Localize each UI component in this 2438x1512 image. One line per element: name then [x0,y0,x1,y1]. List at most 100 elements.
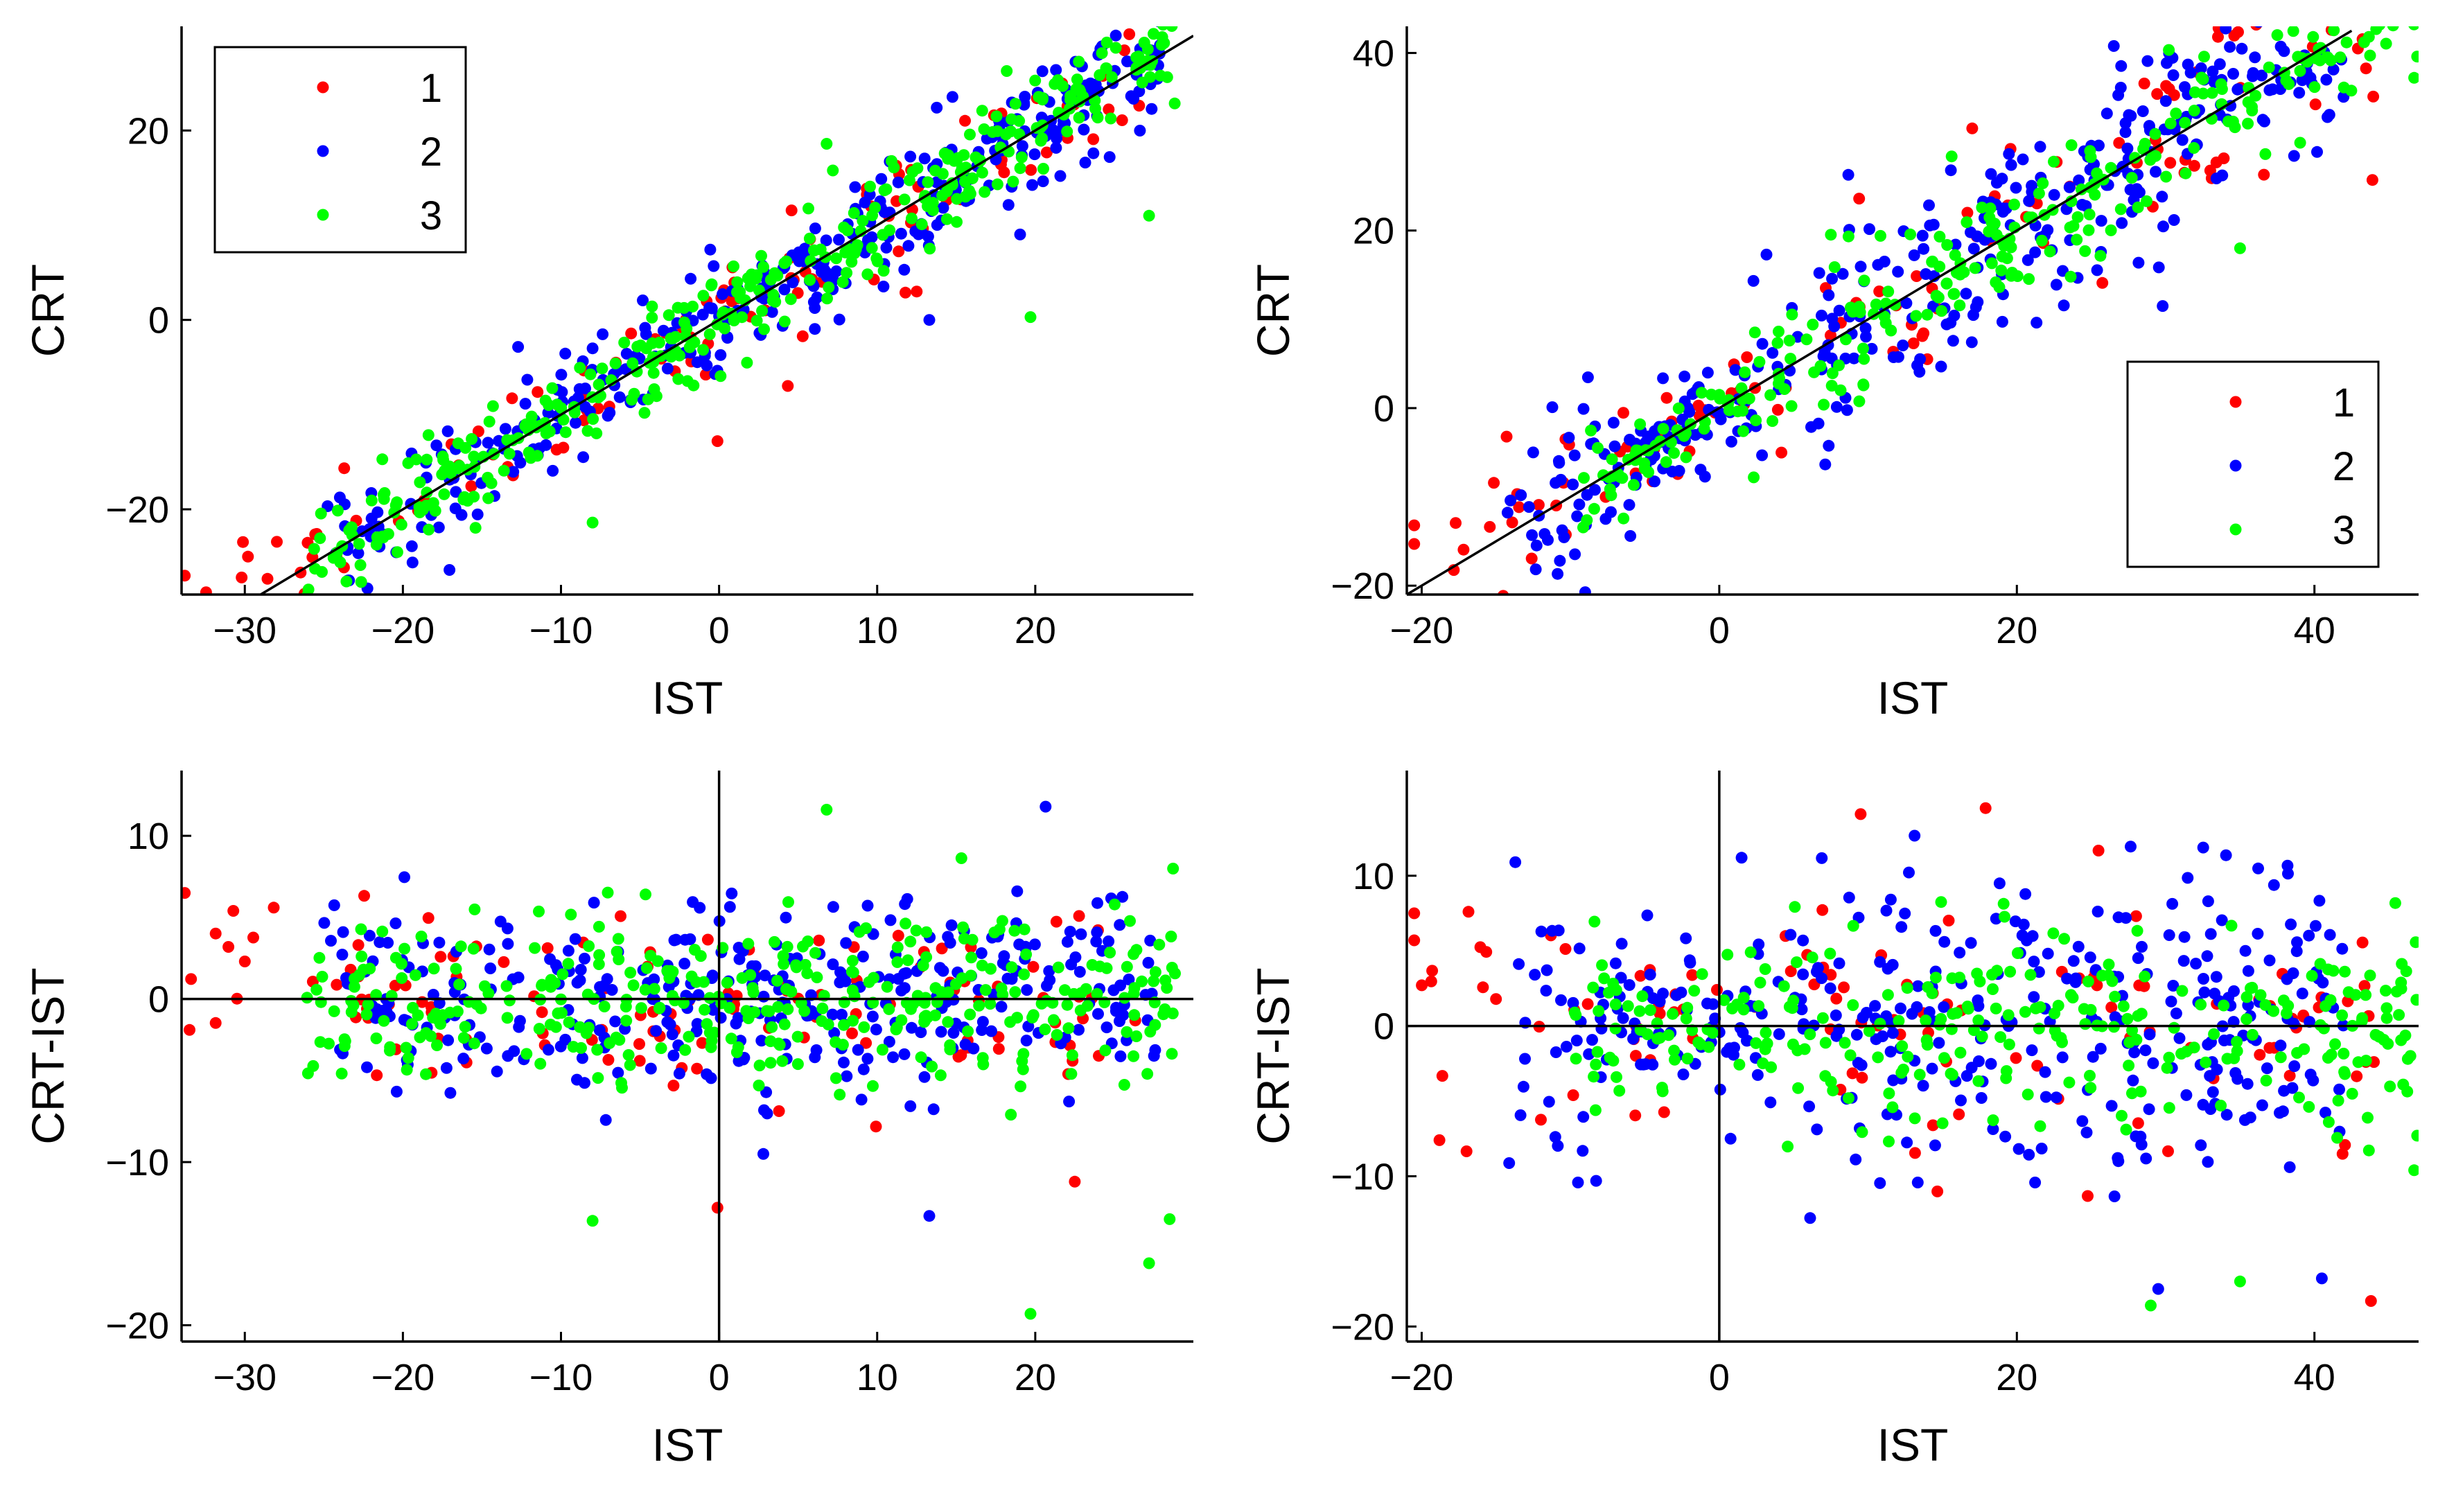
point-series-3 [1006,961,1018,974]
point-series-2 [1892,265,1904,278]
point-series-3 [453,459,466,472]
point-series-1 [352,939,365,951]
point-series-2 [406,556,419,569]
point-series-2 [2143,120,2155,132]
point-series-3 [2364,49,2376,62]
point-series-2 [1608,440,1621,452]
point-series-2 [2058,299,2070,312]
point-series-2 [1929,924,1942,937]
point-series-2 [1543,597,1554,609]
point-series-1 [2096,276,2109,289]
point-series-3 [425,1030,437,1042]
point-series-2 [1550,477,1562,489]
point-series-2 [2220,849,2232,861]
point-series-3 [663,972,676,984]
point-series-3 [1128,987,1140,1000]
point-series-2 [2039,1066,2051,1078]
point-series-3 [486,400,499,412]
point-series-2 [433,936,446,949]
point-series-2 [1916,229,1929,242]
point-series-1 [1484,520,1496,533]
point-series-3 [1158,37,1170,49]
point-series-3 [1933,231,1946,243]
point-series-3 [2260,1074,2272,1087]
point-series-2 [1100,1021,1113,1034]
point-series-3 [1590,1058,1602,1071]
point-series-2 [1935,360,1947,373]
point-series-2 [810,1044,823,1056]
point-series-2 [455,509,468,521]
point-series-3 [2052,999,2064,1012]
point-series-3 [2319,1000,2332,1012]
point-series-3 [1750,414,1762,427]
point-series-3 [878,184,891,197]
point-series-1 [236,571,248,583]
point-series-3 [2283,78,2295,90]
point-series-3 [1783,335,1796,346]
point-series-3 [976,959,988,972]
point-series-2 [780,911,792,924]
point-series-3 [391,496,403,509]
point-series-3 [1681,1001,1694,1014]
point-series-3 [884,224,896,236]
point-series-3 [1828,261,1841,273]
point-series-3 [1754,976,1766,989]
point-series-2 [1811,965,1823,978]
point-series-2 [2224,41,2236,53]
point-series-3 [598,1001,611,1012]
point-series-3 [2322,1116,2335,1128]
point-series-2 [325,935,337,947]
point-series-2 [650,1025,663,1037]
point-series-2 [1586,1034,1598,1046]
point-series-3 [747,986,760,999]
point-series-3 [1017,1048,1030,1060]
point-series-2 [1114,919,1126,931]
point-series-2 [2220,1109,2233,1121]
point-series-3 [1592,441,1604,454]
point-series-3 [942,149,954,161]
point-series-2 [923,1210,936,1222]
point-series-2 [2156,191,2168,203]
point-series-2 [793,246,805,258]
point-series-2 [1728,1048,1739,1061]
point-series-3 [881,981,893,993]
point-series-1 [900,286,911,299]
point-series-3 [1589,1104,1602,1116]
point-series-3 [365,494,378,507]
point-series-3 [1622,1000,1634,1012]
point-series-2 [870,1023,882,1036]
point-series-3 [1882,989,1894,1001]
point-series-2 [1985,1057,1997,1070]
point-series-3 [1759,963,1771,975]
point-series-3 [1791,956,1803,969]
legend-marker-1 [2229,396,2242,408]
point-series-3 [2384,1080,2396,1093]
point-series-2 [2035,1143,2048,1154]
point-series-2 [2067,955,2080,967]
point-series-1 [1535,1114,1547,1126]
point-series-3 [2012,947,2024,959]
point-series-3 [2131,924,2143,937]
point-series-2 [1570,1035,1583,1047]
point-series-3 [1954,299,1966,312]
point-series-2 [1694,464,1707,476]
point-series-3 [1935,896,1947,908]
point-series-3 [467,942,480,955]
point-series-2 [2297,0,2309,10]
point-series-2 [1054,170,1067,182]
point-series-3 [1581,514,1593,527]
point-series-2 [833,234,845,246]
x-axis-title: IST [652,1419,723,1470]
point-series-2 [2168,214,2180,226]
point-series-3 [2079,1018,2091,1030]
point-series-3 [997,988,1009,1001]
y-tick-label: −20 [105,1305,169,1346]
point-series-3 [821,138,833,150]
point-series-2 [714,1012,727,1024]
point-series-3 [340,575,353,588]
point-series-3 [1885,324,1897,337]
point-series-3 [1606,453,1618,466]
point-series-1 [184,1023,195,1036]
point-series-3 [551,398,563,411]
point-series-3 [785,985,798,998]
